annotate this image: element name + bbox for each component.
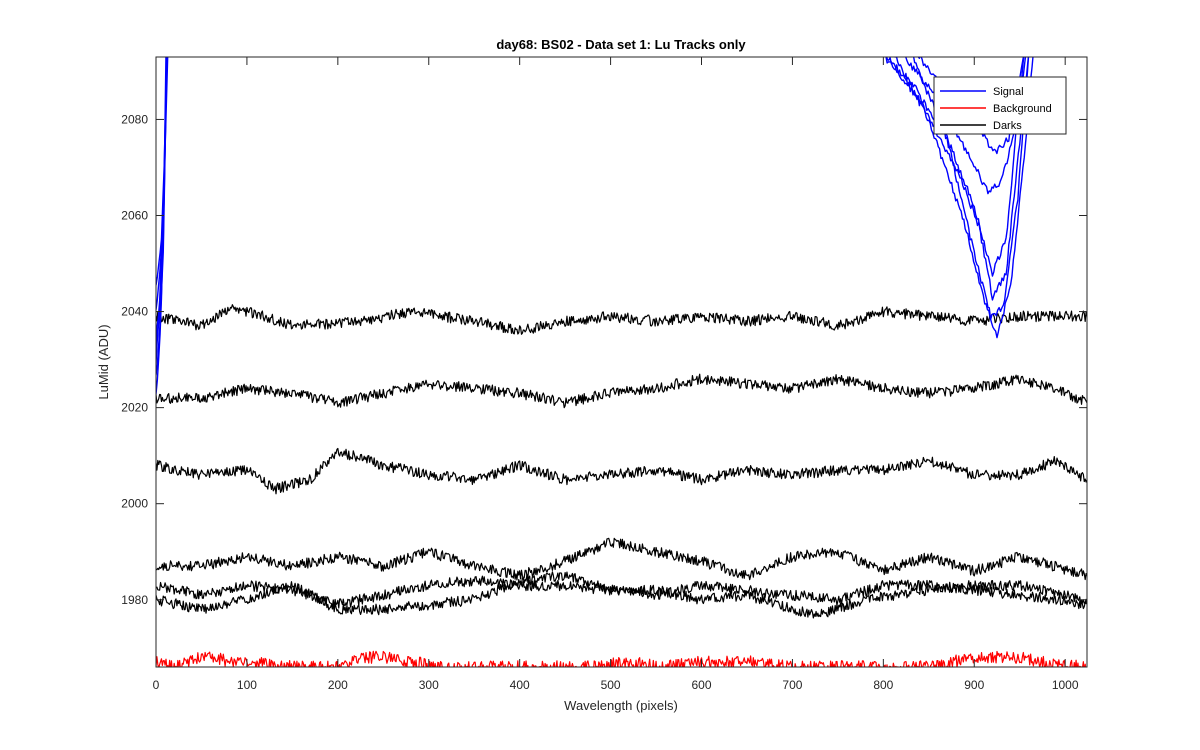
chart-title: day68: BS02 - Data set 1: Lu Tracks only [496,37,746,52]
darks-line-3 [156,447,1087,495]
legend-label-signal: Signal [993,86,1024,98]
x-tick-label: 0 [153,678,160,692]
legend-label-darks: Darks [993,120,1022,132]
y-axis-label: LuMid (ADU) [96,324,111,399]
legend-label-background: Background [993,103,1052,115]
x-axis: 0 100 200 300 400 500 600 700 800 900 1000 [153,57,1079,692]
signal-line-6 [156,57,167,364]
signal-line-8 [886,57,1030,301]
plot-area-frame [155,56,1088,668]
legend: Signal Background Darks [933,76,1067,135]
y-tick-label: 2000 [121,497,148,511]
x-tick-label: 900 [964,678,984,692]
y-tick-label: 2080 [121,112,148,126]
y-tick-label: 1980 [121,593,148,607]
x-tick-label: 500 [601,678,621,692]
y-tick-label: 2040 [121,305,148,319]
signal-line-9 [905,57,1027,195]
darks-line-2 [156,373,1087,409]
background-line-1 [156,650,1087,667]
darks-line-6 [156,571,1087,619]
darks-line-4 [156,537,1087,581]
x-tick-label: 600 [691,678,711,692]
x-tick-label: 300 [419,678,439,692]
x-tick-label: 800 [873,678,893,692]
x-tick-label: 700 [782,678,802,692]
darks-line-5 [156,575,1087,610]
x-tick-label: 200 [328,678,348,692]
y-tick-label: 2020 [121,401,148,415]
x-tick-label: 100 [237,678,257,692]
signal-line-11 [894,57,1034,339]
x-axis-label: Wavelength (pixels) [564,698,678,713]
x-tick-label: 1000 [1052,678,1079,692]
x-tick-label: 400 [510,678,530,692]
y-tick-label: 2060 [121,209,148,223]
series-layer [156,57,1087,667]
y-axis: 1980 2000 2020 2040 2060 2080 [121,112,1087,607]
signal-line-12 [911,57,1030,321]
darks-line-1 [156,304,1087,335]
